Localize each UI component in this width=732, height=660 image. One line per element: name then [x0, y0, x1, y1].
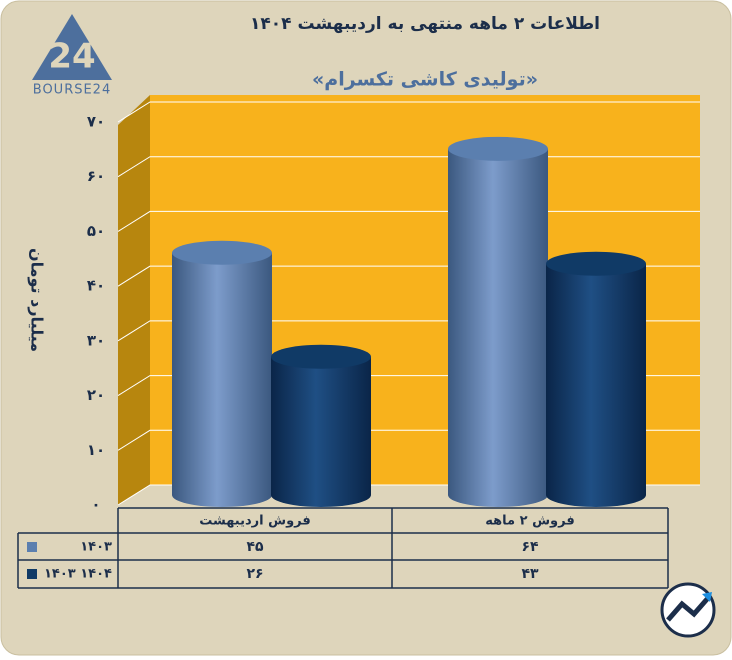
data-table	[17, 507, 669, 589]
y-tick-label: ۱۰	[87, 441, 105, 459]
bar-body	[271, 356, 371, 507]
legend-label: ۱۴۰۴ ۱۴۰۳	[44, 567, 112, 582]
table-value: ۲۶	[246, 566, 263, 582]
chart-subtitle: «تولیدی کاشی تکسرام»	[312, 69, 538, 91]
legend-swatch	[27, 542, 37, 552]
legend-swatch	[27, 569, 37, 579]
bar-body	[172, 252, 272, 507]
y-tick-label: ۲۰	[87, 386, 105, 404]
bar-top	[448, 136, 548, 161]
chart-title: اطلاعات ۲ ماهه منتهی به اردیبهشت ۱۴۰۴	[250, 14, 600, 34]
bar-body	[546, 263, 646, 507]
logo: 24 BOURSE24	[32, 14, 112, 98]
y-tick-label: ۵۰	[87, 222, 105, 240]
svg-text:24: 24	[48, 37, 95, 77]
y-tick-label: ۶۰	[87, 167, 105, 185]
y-tick-label: ۷۰	[87, 113, 105, 131]
table-value: ۴۵	[246, 539, 264, 555]
bar-top	[172, 240, 272, 265]
legend-label: ۱۴۰۳	[80, 540, 112, 555]
y-tick-label: ۳۰	[87, 331, 105, 349]
bar-top	[546, 251, 646, 276]
table-value: ۴۳	[521, 566, 539, 582]
y-tick-label: ۴۰	[87, 277, 105, 295]
bar	[172, 240, 272, 507]
bar	[448, 136, 548, 508]
grid-line	[117, 101, 700, 123]
bar-body	[448, 148, 548, 508]
y-axis-label: میلیارد تومان	[28, 248, 47, 352]
category-label: فروش اردیبهشت	[199, 514, 311, 529]
side-wall	[118, 95, 150, 505]
bar	[546, 251, 646, 507]
y-tick-label: ۰	[91, 496, 100, 514]
logo-text: BOURSE24	[33, 83, 111, 98]
bar-top	[271, 344, 371, 369]
corner-icon	[660, 582, 716, 638]
bar	[271, 344, 371, 507]
table-value: ۶۴	[521, 539, 539, 555]
category-label: فروش ۲ ماهه	[485, 514, 574, 529]
